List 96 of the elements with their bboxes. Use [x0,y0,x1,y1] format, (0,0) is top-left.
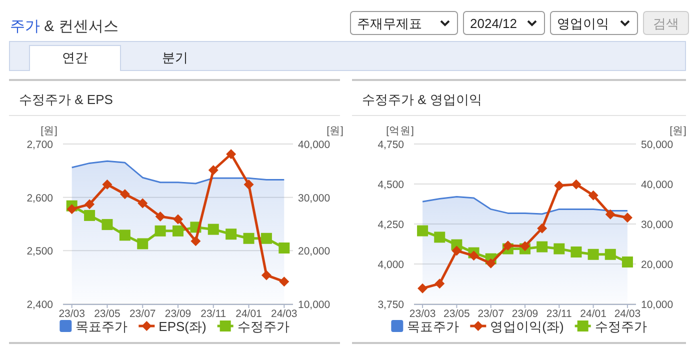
point [172,225,184,236]
point [418,283,428,294]
legend-label: 목표주가 [76,319,128,334]
point [102,180,112,190]
y2-tick-label: 50,000 [641,139,674,151]
y2-tick-label: 40,000 [641,179,674,191]
text: 영업이익 [557,16,609,31]
point [554,180,564,191]
y2-tick-label: 20,000 [641,259,674,271]
x-tick-label: 23/11 [200,308,226,320]
point [571,179,582,190]
x-tick-label: 23/03 [58,308,86,320]
point [537,223,548,234]
point [536,241,548,252]
x-tick-label: 23/05 [94,308,121,320]
point [102,219,113,230]
y2-tick-label: 20,000 [298,246,330,258]
point [417,225,428,236]
y2-axis-title: [원] [326,125,344,137]
y-tick-label: 4,500 [378,179,404,191]
point [260,232,272,244]
y-tick-label: 4,250 [378,219,404,231]
point [604,248,616,260]
point [468,250,479,261]
point [243,232,254,244]
point [66,204,77,214]
point [502,240,513,251]
x-tick-label: 23/07 [129,308,156,320]
point [570,246,582,258]
point [622,256,633,268]
y-tick-label: 2,500 [26,246,54,258]
x-tick-label: 23/03 [409,308,436,320]
point [119,230,130,241]
y2-axis-title: [원] [670,125,686,137]
point [605,209,616,220]
point [244,180,254,190]
point [434,278,445,289]
legend-label: 수정주가 [237,319,290,334]
x-tick-label: 23/07 [478,308,504,320]
point [137,238,148,250]
point [486,258,496,268]
text: 분기 [162,50,188,65]
y-axis-title: [억원] [386,125,414,137]
legend-label: 영업이익(좌) [490,319,564,334]
y2-tick-label: 10,000 [298,299,330,311]
point [173,214,183,224]
x-tick-label: 23/05 [444,308,470,320]
point [434,232,446,243]
y-axis-title: [원] [40,125,58,137]
point [120,189,130,200]
point [279,276,290,287]
point [278,242,290,254]
x-tick-label: 24/01 [580,308,607,320]
text: 주재무제표 [357,16,422,31]
point [208,224,219,235]
y-tick-label: 4,750 [378,139,404,151]
point [520,241,530,252]
y2-tick-label: 30,000 [298,192,330,204]
point [155,212,166,222]
legend-label: EPS(좌) [158,319,206,334]
text: 주가 & 컨센서스 [10,18,118,35]
y2-tick-label: 10,000 [641,299,674,311]
legend-label: 수정주가 [594,319,647,334]
point [190,236,201,246]
text: 연간 [62,50,88,65]
point [226,149,236,160]
point [588,190,598,200]
x-tick-label: 23/09 [512,308,538,320]
point [226,228,237,240]
point [452,246,462,256]
y2-tick-label: 30,000 [641,219,674,231]
y-tick-label: 2,600 [26,192,54,204]
text: 2024/12 [470,16,517,31]
point [154,225,166,236]
y-tick-label: 3,750 [378,299,404,311]
point [138,198,148,208]
legend-label: 목표주가 [407,319,460,334]
point [84,210,96,221]
y-tick-label: 2,400 [26,299,54,311]
point [554,243,565,254]
chart-title: 수정주가 & EPS [19,92,114,107]
y-tick-label: 4,000 [378,259,404,271]
x-tick-label: 24/03 [271,308,298,320]
point [208,165,218,176]
point [588,248,599,260]
point [622,212,632,223]
x-tick-label: 24/01 [236,308,262,320]
y2-tick-label: 40,000 [298,139,330,151]
x-tick-label: 23/09 [164,308,192,320]
x-tick-label: 24/03 [614,308,641,320]
chart-title: 수정주가 & 영업이익 [362,92,482,107]
x-tick-label: 23/11 [546,308,572,320]
y-tick-label: 2,700 [26,139,54,151]
point [84,199,95,210]
point [261,270,272,280]
text: 검색 [653,16,679,31]
